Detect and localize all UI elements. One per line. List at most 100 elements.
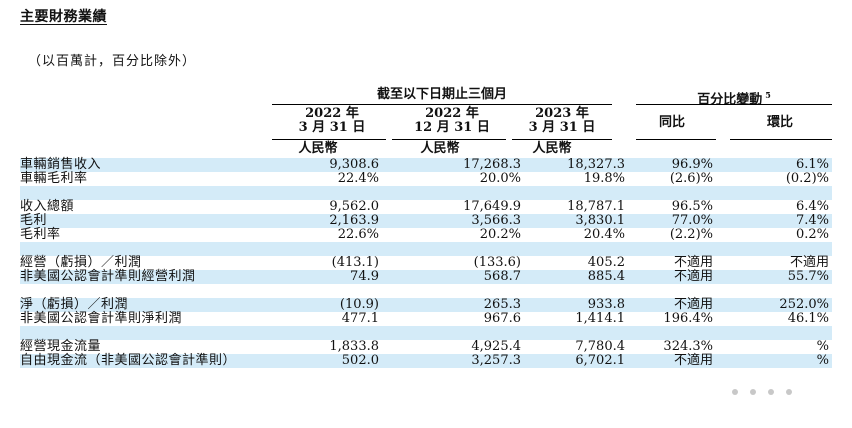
table-row: 經營現金流量 1,833.8 4,925.4 7,780.4 324.3% % <box>20 340 832 354</box>
value-2022-mar: 477.1 <box>341 311 379 326</box>
col-year: 2022 年 <box>305 106 359 121</box>
value-2022-dec: (133.6) <box>473 255 521 270</box>
value-qoq: % <box>816 353 829 368</box>
value-qoq: 0.2% <box>795 227 829 242</box>
value-yoy: (2.6)% <box>669 171 713 186</box>
value-2022-dec: 265.3 <box>483 297 521 312</box>
row-label: 非美國公認會計準則淨利潤 <box>20 311 183 326</box>
value-2023-mar: 885.4 <box>587 269 625 284</box>
currency-label: 人民幣 <box>298 141 338 156</box>
value-2022-dec: 3,566.3 <box>471 213 521 228</box>
value-2022-mar: 9,562.0 <box>329 199 379 214</box>
spacer-row <box>20 326 832 340</box>
value-qoq: 46.1% <box>787 311 829 326</box>
value-qoq: 6.1% <box>795 157 829 172</box>
value-2023-mar: 3,830.1 <box>575 213 625 228</box>
period-group-title: 截至以下日期止三個月 <box>272 88 612 102</box>
value-2022-mar: 74.9 <box>350 269 379 284</box>
value-2022-dec: 3,257.3 <box>471 353 521 368</box>
table-row: 自由現金流（非美國公認會計準則） 502.0 3,257.3 6,702.1 不… <box>20 354 832 368</box>
period-group-rule <box>272 104 612 105</box>
table-row: 非美國公認會計準則淨利潤 477.1 967.6 1,414.1 196.4% … <box>20 312 832 326</box>
value-2023-mar: 7,780.4 <box>575 339 625 354</box>
value-qoq: 252.0% <box>779 297 829 312</box>
row-label: 非美國公認會計準則經營利潤 <box>20 269 196 284</box>
spacer-row <box>20 186 832 200</box>
watermark-dot <box>786 389 792 395</box>
change-group-title-text: 百分比變動 <box>697 92 763 108</box>
col-date: 3 月 31 日 <box>528 120 596 135</box>
value-yoy: 不適用 <box>673 269 713 284</box>
col-rule-2023-mar <box>512 139 612 140</box>
value-2022-mar: 502.0 <box>341 353 379 368</box>
value-2022-dec: 20.0% <box>479 171 521 186</box>
row-label: 毛利率 <box>20 227 61 242</box>
col-rule-qoq <box>730 139 832 140</box>
value-2022-mar: 9,308.6 <box>329 157 379 172</box>
row-label: 毛利 <box>20 213 48 228</box>
footnote-marker: 5 <box>765 90 771 100</box>
value-2022-mar: 22.4% <box>337 171 379 186</box>
row-label: 收入總額 <box>20 199 75 214</box>
value-yoy: (2.2)% <box>669 227 713 242</box>
col-date: 12 月 31 日 <box>414 120 490 135</box>
col-header-2022-dec: 2022 年 12 月 31 日 <box>392 107 512 135</box>
value-2023-mar: 19.8% <box>583 171 625 186</box>
value-2022-dec: 967.6 <box>483 311 521 326</box>
value-yoy: 不適用 <box>673 255 713 270</box>
spacer-row <box>20 242 832 256</box>
value-yoy: 不適用 <box>673 297 713 312</box>
col-date: 3 月 31 日 <box>298 120 366 135</box>
page-title: 主要財務業績 <box>20 9 107 25</box>
table-row: 經營（虧損）／利潤 (413.1) (133.6) 405.2 不適用 不適用 <box>20 256 832 270</box>
col-year: 2023 年 <box>535 106 589 121</box>
value-qoq: 6.4% <box>795 199 829 214</box>
value-2022-dec: 20.2% <box>479 227 521 242</box>
table-row: 車輛毛利率 22.4% 20.0% 19.8% (2.6)% (0.2)% <box>20 172 832 186</box>
table-row: 毛利 2,163.9 3,566.3 3,830.1 77.0% 7.4% <box>20 214 832 228</box>
value-2023-mar: 1,414.1 <box>575 311 625 326</box>
row-label: 自由現金流（非美國公認會計準則） <box>20 353 237 368</box>
table-row: 淨（虧損）／利潤 (10.9) 265.3 933.8 不適用 252.0% <box>20 298 832 312</box>
watermark-dot <box>768 389 774 395</box>
change-group-title: 百分比變動 5 <box>636 88 832 107</box>
value-2022-mar: (413.1) <box>331 255 379 270</box>
value-2023-mar: 6,702.1 <box>575 353 625 368</box>
value-yoy: 77.0% <box>671 213 713 228</box>
col-rule-2022-dec <box>392 139 506 140</box>
watermark-dot <box>732 389 738 395</box>
col-rule-yoy <box>636 139 716 140</box>
value-2022-mar: 22.6% <box>337 227 379 242</box>
table-row: 非美國公認會計準則經營利潤 74.9 568.7 885.4 不適用 55.7% <box>20 270 832 284</box>
row-label: 經營現金流量 <box>20 339 102 354</box>
col-header-2023-mar: 2023 年 3 月 31 日 <box>512 107 612 135</box>
col-header-2022-mar: 2022 年 3 月 31 日 <box>272 107 392 135</box>
value-2023-mar: 933.8 <box>587 297 625 312</box>
value-qoq: 55.7% <box>787 269 829 284</box>
value-yoy: 96.9% <box>671 157 713 172</box>
value-yoy: 196.4% <box>663 311 713 326</box>
row-label: 車輛銷售收入 <box>20 157 102 172</box>
value-qoq: (0.2)% <box>785 171 829 186</box>
watermark-dot <box>750 389 756 395</box>
value-2022-mar: (10.9) <box>339 297 379 312</box>
value-2023-mar: 18,327.3 <box>567 157 625 172</box>
financial-table: 車輛銷售收入 9,308.6 17,268.3 18,327.3 96.9% 6… <box>20 158 832 368</box>
watermark-overlay <box>708 372 828 410</box>
col-header-qoq: 環比 <box>766 115 793 130</box>
spacer-row <box>20 284 832 298</box>
value-2022-dec: 17,268.3 <box>463 157 521 172</box>
value-2022-dec: 4,925.4 <box>471 339 521 354</box>
currency-label: 人民幣 <box>420 141 460 156</box>
value-yoy: 324.3% <box>663 339 713 354</box>
table-row: 毛利率 22.6% 20.2% 20.4% (2.2)% 0.2% <box>20 228 832 242</box>
row-label: 淨（虧損）／利潤 <box>20 297 129 312</box>
value-2022-mar: 1,833.8 <box>329 339 379 354</box>
value-2023-mar: 20.4% <box>583 227 625 242</box>
row-label: 經營（虧損）／利潤 <box>20 255 142 270</box>
value-2023-mar: 405.2 <box>587 255 625 270</box>
units-note: （以百萬計，百分比除外） <box>28 54 197 69</box>
value-2022-mar: 2,163.9 <box>329 213 379 228</box>
currency-label: 人民幣 <box>532 141 572 156</box>
value-yoy: 不適用 <box>673 353 713 368</box>
